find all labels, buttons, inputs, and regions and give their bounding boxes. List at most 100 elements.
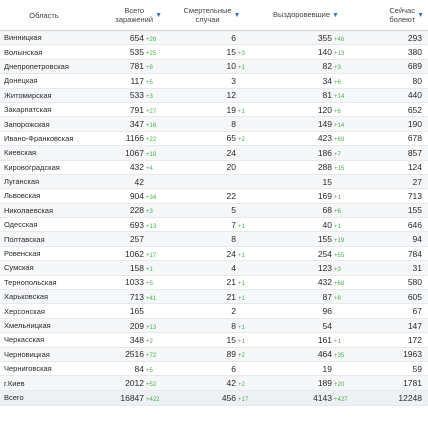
deaths-value: 2 xyxy=(231,306,236,317)
table-header-row: Область Всего заражений ▼ Смертельные сл… xyxy=(0,0,428,31)
deaths-increase: +1 xyxy=(238,252,245,259)
cases-value: 533 xyxy=(129,90,144,101)
deaths-cell: 10 +1 xyxy=(166,59,258,75)
recovered-value: 40 xyxy=(322,219,332,230)
sort-down-icon[interactable]: ▼ xyxy=(332,12,339,19)
cases-increase: +4 xyxy=(146,166,153,173)
cases-value: 1062 xyxy=(125,248,144,259)
cases-value: 209 xyxy=(129,320,144,331)
deaths-increase: +2 xyxy=(238,382,245,389)
recovered-value: 81 xyxy=(322,90,332,101)
column-header-cases[interactable]: Всего заражений ▼ xyxy=(88,0,166,31)
cases-increase: +1 xyxy=(146,266,153,273)
cases-increase: +17 xyxy=(146,252,157,259)
active-value: 172 xyxy=(354,332,428,348)
active-value: 31 xyxy=(354,260,428,276)
table-row: Житомирская 533 +3 12 81 +14 440 xyxy=(0,88,428,103)
recovered-value: 87 xyxy=(322,291,332,302)
cases-cell: 165 xyxy=(88,303,166,319)
sort-down-icon[interactable]: ▼ xyxy=(155,11,162,19)
cases-increase: +26 xyxy=(146,36,157,43)
active-value: 147 xyxy=(354,318,428,334)
cases-value: 2516 xyxy=(125,349,144,360)
region-name: Киевская xyxy=(0,145,88,161)
deaths-cell: 6 xyxy=(166,30,258,46)
table-row: Николаевская 228 +3 5 68 +6 155 xyxy=(0,203,428,219)
recovered-increase: +68 xyxy=(334,281,345,288)
column-header-cases-label-1: Всего xyxy=(124,6,145,15)
recovered-increase: +1 xyxy=(334,338,341,345)
cases-value: 42 xyxy=(134,176,144,187)
deaths-cell: 24 +1 xyxy=(166,246,258,262)
deaths-increase: +1 xyxy=(238,223,245,230)
cases-cell: 432 +4 xyxy=(88,160,166,175)
active-value: 580 xyxy=(354,275,428,291)
table-row: Херсонская 165 2 96 67 xyxy=(0,303,428,319)
cases-cell: 1033 +5 xyxy=(88,275,166,291)
table-row: Хмельницкая 209 +13 8 +1 54 147 xyxy=(0,318,428,334)
active-value: 155 xyxy=(354,203,428,219)
deaths-cell: 21 +1 xyxy=(166,289,258,305)
cases-cell: 158 +1 xyxy=(88,260,166,276)
cases-increase: +18 xyxy=(146,151,157,158)
deaths-value: 3 xyxy=(231,75,236,86)
active-value: 605 xyxy=(354,289,428,305)
cases-increase: +27 xyxy=(146,108,157,115)
recovered-cell: 432 +68 xyxy=(258,275,354,291)
deaths-cell: 2 xyxy=(166,303,258,319)
sort-down-icon[interactable]: ▼ xyxy=(233,11,241,19)
column-header-recovered[interactable]: Выздоровевшие ▼ xyxy=(258,0,354,31)
deaths-increase: +1 xyxy=(238,281,245,288)
cases-cell: 228 +3 xyxy=(88,203,166,219)
column-header-region[interactable]: Область xyxy=(0,0,88,31)
region-name: Житомирская xyxy=(0,88,88,103)
recovered-cell: 169 +1 xyxy=(258,188,354,204)
recovered-value: 186 xyxy=(317,147,332,158)
recovered-increase: +14 xyxy=(334,94,345,101)
column-header-active[interactable]: Сейчас болеют ▼ xyxy=(354,0,428,31)
active-value: 12248 xyxy=(354,389,428,406)
active-value: 80 xyxy=(354,73,428,89)
active-value: 124 xyxy=(354,160,428,175)
cases-increase: +34 xyxy=(146,194,157,201)
active-value: 27 xyxy=(354,174,428,190)
region-name: Харьковская xyxy=(0,289,88,305)
region-name: Тернопольская xyxy=(0,275,88,291)
cases-cell: 2012 +52 xyxy=(88,375,166,391)
recovered-value: 464 xyxy=(317,349,332,360)
recovered-cell: 189 +20 xyxy=(258,375,354,391)
deaths-cell: 21 +1 xyxy=(166,275,258,291)
recovered-increase: +13 xyxy=(334,51,345,58)
region-name: Львовская xyxy=(0,188,88,204)
table-row: Луганская 42 15 27 xyxy=(0,174,428,190)
cases-value: 165 xyxy=(129,306,144,317)
recovered-value: 161 xyxy=(317,334,332,345)
recovered-cell: 254 +55 xyxy=(258,246,354,262)
deaths-increase: +1 xyxy=(238,295,245,302)
table-row: Харьковская 713 +41 21 +1 87 +8 605 xyxy=(0,289,428,305)
recovered-value: 355 xyxy=(317,32,332,43)
deaths-cell: 8 xyxy=(166,116,258,132)
deaths-cell: 15 +1 xyxy=(166,332,258,348)
column-header-deaths[interactable]: Смертельные случаи ▼ xyxy=(166,0,258,31)
cases-value: 781 xyxy=(129,61,144,72)
cases-value: 84 xyxy=(134,363,144,374)
region-name: Одесская xyxy=(0,217,88,233)
active-value: 380 xyxy=(354,44,428,60)
recovered-increase: +6 xyxy=(334,79,341,86)
table-row: Черновицкая 2516 +72 89 +2 464 +35 1963 xyxy=(0,347,428,362)
region-name: Черниговская xyxy=(0,361,88,377)
deaths-cell: 456 +17 xyxy=(166,389,258,406)
recovered-cell: 355 +46 xyxy=(258,30,354,46)
table-row: Львовская 904 +34 22 169 +1 713 xyxy=(0,188,428,204)
active-value: 689 xyxy=(354,59,428,75)
cases-value: 791 xyxy=(129,104,144,115)
sort-down-icon[interactable]: ▼ xyxy=(417,11,424,19)
cases-increase: +25 xyxy=(146,51,157,58)
recovered-value: 4143 xyxy=(313,392,332,403)
deaths-increase: +1 xyxy=(238,324,245,331)
recovered-cell: 19 xyxy=(258,361,354,377)
active-value: 678 xyxy=(354,131,428,147)
deaths-cell: 89 +2 xyxy=(166,347,258,362)
region-name: Николаевская xyxy=(0,203,88,219)
